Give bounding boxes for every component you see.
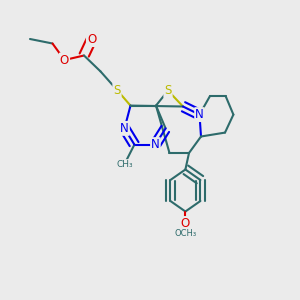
Text: S: S bbox=[164, 84, 172, 97]
Text: OCH₃: OCH₃ bbox=[174, 229, 196, 238]
Text: N: N bbox=[120, 122, 129, 135]
Text: N: N bbox=[151, 138, 160, 151]
Text: O: O bbox=[60, 53, 69, 67]
Text: O: O bbox=[181, 217, 190, 230]
Text: O: O bbox=[87, 33, 96, 46]
Text: S: S bbox=[113, 83, 121, 97]
Text: N: N bbox=[195, 108, 204, 121]
Text: CH₃: CH₃ bbox=[116, 160, 133, 169]
